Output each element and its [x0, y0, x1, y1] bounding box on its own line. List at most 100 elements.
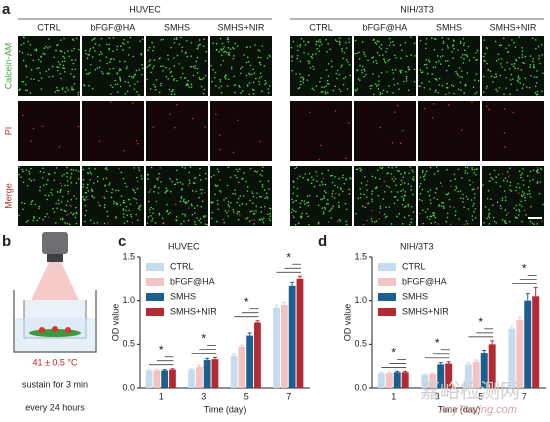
- cell: [438, 77, 441, 80]
- cell: [490, 198, 492, 201]
- cell: [459, 75, 461, 78]
- cell: [241, 177, 244, 180]
- legend-label: bFGF@HA: [170, 276, 215, 286]
- cell: [106, 168, 109, 171]
- cell: [224, 209, 227, 212]
- cell: [372, 39, 375, 41]
- dead-cell: [204, 126, 206, 128]
- cell: [126, 220, 129, 223]
- cell: [411, 178, 414, 180]
- cell: [116, 45, 119, 48]
- cell: [74, 216, 77, 219]
- cell: [22, 208, 24, 210]
- cell: [521, 87, 524, 90]
- dead-cell: [320, 144, 322, 146]
- cell: [402, 199, 405, 202]
- cell: [41, 177, 44, 179]
- cell: [334, 176, 336, 178]
- cell: [184, 167, 186, 169]
- dead-cell: [327, 221, 330, 223]
- cell: [245, 74, 248, 77]
- cell: [55, 202, 58, 205]
- cell: [220, 91, 223, 94]
- cell: [318, 50, 321, 52]
- cell: [139, 204, 142, 207]
- cell: [56, 66, 58, 68]
- bar: [472, 361, 480, 388]
- cell: [340, 188, 342, 191]
- cell: [315, 40, 318, 43]
- dead-cell: [441, 185, 444, 187]
- cell: [227, 78, 230, 80]
- cell: [259, 72, 262, 75]
- cell: [515, 186, 518, 188]
- cell: [157, 192, 160, 194]
- cell: [214, 184, 217, 186]
- cell: [19, 88, 22, 91]
- cell: [338, 205, 340, 207]
- cell: [86, 183, 89, 186]
- cell: [170, 70, 173, 73]
- cell: [36, 219, 39, 222]
- cell: [28, 172, 31, 175]
- cell: [21, 52, 24, 54]
- cell: [474, 92, 476, 95]
- cell: [321, 197, 324, 200]
- lamp-head: [47, 254, 63, 262]
- cell: [190, 65, 192, 68]
- cell: [517, 77, 520, 79]
- cell: [513, 62, 516, 65]
- cell: [530, 74, 532, 77]
- cell: [165, 66, 167, 69]
- legend-label: SMHS+NIR: [402, 306, 449, 316]
- significance: *: [201, 332, 206, 346]
- cell: [66, 172, 69, 174]
- cell: [407, 89, 410, 92]
- cell: [463, 58, 465, 60]
- cell: [378, 80, 380, 82]
- micrograph: [18, 101, 80, 161]
- cell: [308, 62, 310, 65]
- cell: [171, 75, 174, 78]
- schematic: 41 ± 0.5 °C sustain for 3 min every 24 h…: [13, 232, 97, 412]
- cell: [268, 85, 271, 87]
- y-tick-label: 1.5: [354, 251, 367, 261]
- cell: [89, 71, 91, 74]
- cell: [442, 42, 445, 45]
- cell: [190, 83, 193, 86]
- cell: [264, 79, 267, 82]
- cell: [165, 75, 168, 78]
- cell: [233, 47, 235, 50]
- cell: [48, 68, 50, 71]
- cell: [75, 222, 78, 225]
- cell: [63, 71, 66, 73]
- cell: [486, 62, 488, 65]
- cell: [146, 222, 149, 224]
- dead-cell: [162, 222, 164, 225]
- cell: [482, 184, 484, 186]
- dead-cell: [366, 202, 369, 205]
- cell: [400, 57, 402, 60]
- cell: [126, 90, 129, 93]
- cell: [435, 166, 438, 168]
- cell: [446, 168, 448, 171]
- cell: [520, 200, 522, 203]
- cell: [190, 55, 193, 57]
- cell: [223, 51, 225, 54]
- cell: [359, 196, 362, 199]
- cell: [228, 52, 230, 54]
- cell: [40, 60, 42, 63]
- cell: [266, 192, 268, 195]
- cell: [39, 186, 42, 188]
- cell: [257, 49, 260, 51]
- cell: [146, 174, 149, 176]
- cell: [521, 190, 524, 193]
- cell: [320, 181, 323, 183]
- cell: [520, 194, 523, 196]
- cell: [359, 79, 361, 82]
- cell: [84, 192, 87, 194]
- cell: [499, 185, 502, 188]
- cell: [516, 89, 519, 92]
- cell: [449, 180, 452, 182]
- cell: [120, 195, 123, 198]
